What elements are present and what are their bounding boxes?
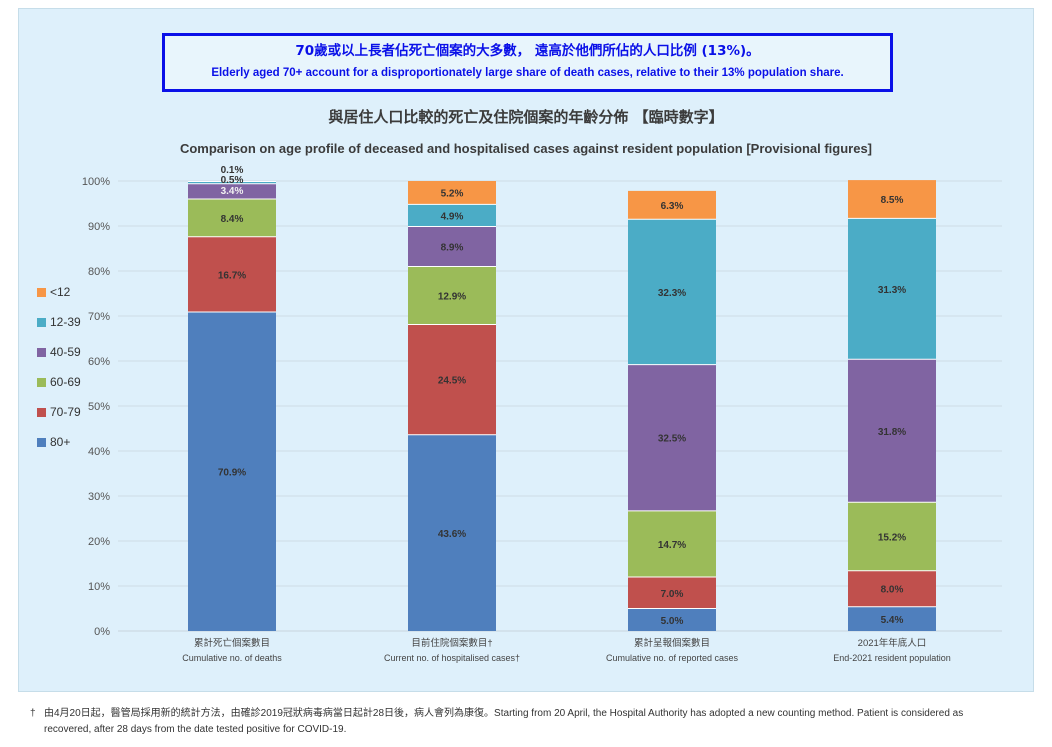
data-label: 8.0% xyxy=(881,585,904,596)
y-tick-label: 30% xyxy=(88,491,110,503)
data-label: 8.9% xyxy=(441,242,464,253)
data-label: 8.5% xyxy=(881,195,904,206)
legend-label: 40-59 xyxy=(50,345,81,359)
data-label: 7.0% xyxy=(661,589,684,600)
data-label: 5.4% xyxy=(881,615,904,626)
chart-subtitle: Comparison on age profile of deceased an… xyxy=(179,141,873,156)
bar-segment xyxy=(848,180,936,219)
legend-item: 60-69 xyxy=(37,367,81,397)
bar-segment xyxy=(848,359,936,503)
data-label: 32.3% xyxy=(658,288,686,299)
bar-segment xyxy=(628,577,716,609)
y-tick-label: 10% xyxy=(88,581,110,593)
legend-swatch xyxy=(37,347,46,357)
bar-segment xyxy=(408,226,496,267)
data-label: 43.6% xyxy=(438,529,466,540)
data-label: 12.9% xyxy=(438,292,466,303)
footnote-text: 由4月20日起，醫管局採用新的統計方法，由確診2019冠狀病毒病當日起計28日後… xyxy=(44,708,964,735)
data-label: 16.7% xyxy=(218,270,246,281)
bar-segment xyxy=(848,606,936,631)
bar-segment xyxy=(408,434,496,631)
bar-segment xyxy=(188,199,276,237)
bar-segment xyxy=(848,218,936,360)
data-label: 5.2% xyxy=(441,189,464,200)
bar-segment xyxy=(628,219,716,365)
legend-swatch xyxy=(37,437,46,447)
data-label: 6.3% xyxy=(661,201,684,212)
bar-segment xyxy=(628,190,716,220)
highlight-banner: 70歲或以上長者佔死亡個案的大多數， 遠高於他們所佔的人口比例 (13%)。 E… xyxy=(162,33,893,92)
legend-label: <12 xyxy=(50,285,71,299)
legend-label: 60-69 xyxy=(50,375,81,389)
legend-item: 70-79 xyxy=(37,397,81,427)
legend-swatch xyxy=(37,407,46,417)
bar-segment xyxy=(408,266,496,325)
y-tick-label: 50% xyxy=(88,401,110,413)
bar-segment xyxy=(628,608,716,631)
data-label: 4.9% xyxy=(441,211,464,222)
legend-label: 70-79 xyxy=(50,405,81,419)
y-tick-label: 70% xyxy=(88,311,110,323)
y-tick-label: 100% xyxy=(82,176,110,188)
footnote-dagger: † xyxy=(30,708,36,719)
legend-item: 80+ xyxy=(37,427,81,457)
x-tick-label: Cumulative no. of deaths xyxy=(182,653,282,663)
y-tick-label: 60% xyxy=(88,356,110,368)
bar-segment xyxy=(188,236,276,312)
x-tick-label: 累計死亡個案數目 xyxy=(194,637,270,649)
x-tick-label: 2021年年底人口 xyxy=(858,637,927,649)
data-label: 0.5% xyxy=(221,175,244,186)
y-tick-label: 80% xyxy=(88,266,110,278)
bar-segment xyxy=(848,570,936,607)
chart-legend: <12 12-39 40-59 60-69 70-79 80+ xyxy=(37,277,81,457)
x-tick-label: End-2021 resident population xyxy=(833,653,951,663)
x-tick-label: Cumulative no. of reported cases xyxy=(606,653,739,663)
x-tick-label: 目前住院個案數目† xyxy=(411,637,492,649)
bar-segment xyxy=(188,181,276,184)
y-tick-label: 90% xyxy=(88,221,110,233)
x-tick-label: 累計呈報個案數目 xyxy=(634,637,710,649)
data-label: 5.0% xyxy=(661,616,684,627)
legend-swatch xyxy=(37,287,46,297)
x-tick-label: Current no. of hospitalised cases† xyxy=(384,653,520,663)
y-tick-label: 40% xyxy=(88,446,110,458)
data-label: 8.4% xyxy=(221,214,244,225)
data-label: 24.5% xyxy=(438,376,466,387)
bar-segment xyxy=(628,364,716,511)
bar-segment xyxy=(408,181,496,205)
legend-item: <12 xyxy=(37,277,81,307)
y-tick-label: 0% xyxy=(94,626,110,638)
banner-text-zh: 70歲或以上長者佔死亡個案的大多數， 遠高於他們所佔的人口比例 (13%)。 xyxy=(295,43,760,59)
bar-segment xyxy=(188,183,276,199)
bar-segment xyxy=(408,204,496,227)
data-label: 0.1% xyxy=(221,165,244,176)
bar-segment xyxy=(408,324,496,435)
legend-swatch xyxy=(37,317,46,327)
legend-item: 12-39 xyxy=(37,307,81,337)
data-label: 3.4% xyxy=(221,186,244,197)
legend-label: 12-39 xyxy=(50,315,81,329)
data-label: 32.5% xyxy=(658,434,686,445)
chart-title: 與居住人口比較的死亡及住院個案的年齡分佈 【臨時數字】 xyxy=(328,108,724,126)
bar-segment xyxy=(188,311,276,631)
data-label: 14.7% xyxy=(658,540,686,551)
legend-label: 80+ xyxy=(50,435,71,449)
bar-segment xyxy=(628,510,716,577)
data-label: 31.8% xyxy=(878,427,906,438)
legend-swatch xyxy=(37,377,46,387)
data-label: 31.3% xyxy=(878,285,906,296)
y-tick-label: 20% xyxy=(88,536,110,548)
bar-segment xyxy=(848,502,936,571)
banner-text-en: Elderly aged 70+ account for a dispropor… xyxy=(211,67,844,79)
data-label: 70.9% xyxy=(218,467,246,478)
legend-item: 40-59 xyxy=(37,337,81,367)
data-label: 15.2% xyxy=(878,533,906,544)
footnote: † 由4月20日起，醫管局採用新的統計方法，由確診2019冠狀病毒病當日起計28… xyxy=(30,706,1010,738)
